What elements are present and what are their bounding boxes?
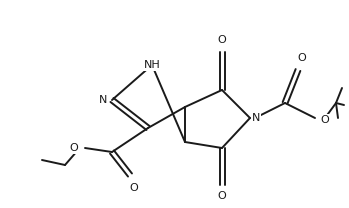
Text: O: O bbox=[218, 35, 227, 45]
Text: N: N bbox=[252, 113, 260, 123]
Text: O: O bbox=[298, 53, 306, 63]
Text: NH: NH bbox=[144, 60, 161, 70]
Text: O: O bbox=[129, 183, 138, 193]
Text: O: O bbox=[320, 115, 329, 125]
Text: O: O bbox=[218, 191, 227, 201]
Text: N: N bbox=[99, 95, 107, 105]
Text: O: O bbox=[69, 143, 78, 153]
